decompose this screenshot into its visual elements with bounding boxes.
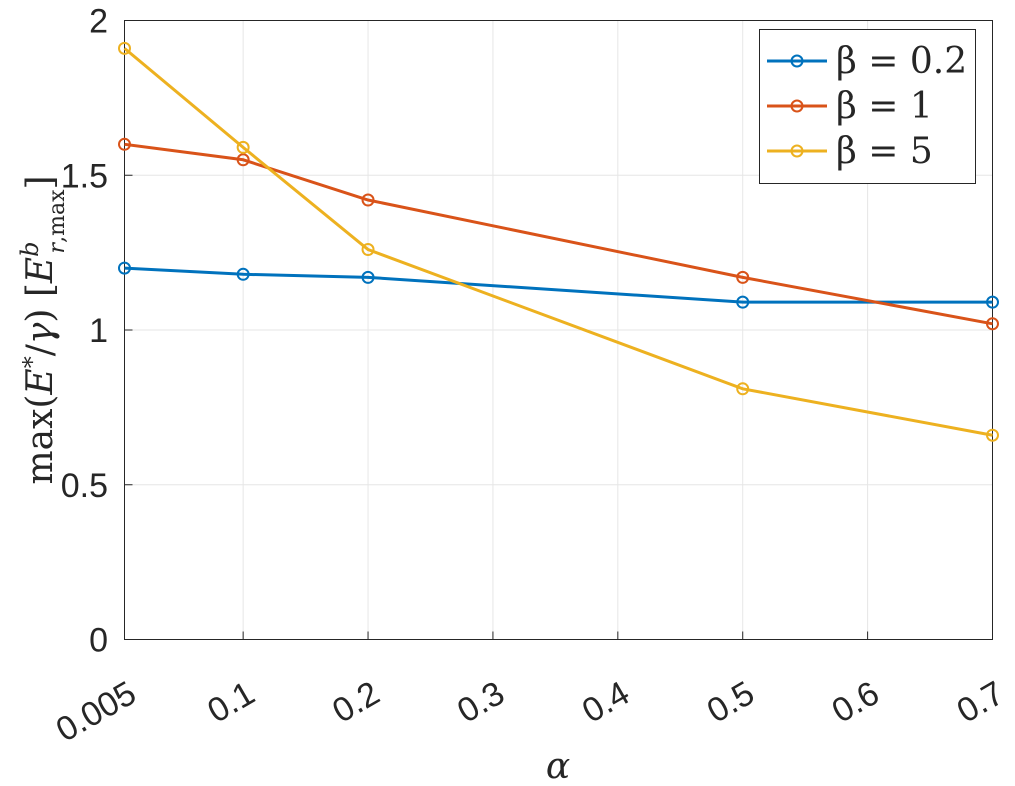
y-axis-ticks: 0 0.5 1 1.5 2 (61, 3, 133, 660)
x-tick-label: 0.6 (826, 674, 886, 731)
legend-label: β = 0.2 (836, 41, 967, 82)
data-point (986, 428, 999, 442)
x-tick-label: 0.2 (326, 674, 386, 731)
y-tick-label: 1.5 (61, 157, 108, 195)
series-line (123, 47, 993, 437)
legend-marker (790, 144, 804, 158)
y-tick-label: 0 (89, 622, 108, 660)
x-tick-label: 0.1 (201, 674, 261, 731)
data-point (736, 382, 750, 396)
legend: β = 0.2β = 1β = 5 (759, 29, 976, 184)
data-point (118, 41, 131, 55)
x-tick-label: 0.7 (951, 674, 1011, 731)
svg-text:max(E*/γ) [Ebr,max]: max(E*/γ) [Ebr,max] (16, 175, 70, 484)
data-point (236, 267, 250, 281)
y-tick-label: 1 (89, 312, 108, 350)
series-group (118, 41, 999, 442)
x-axis-ticks: 0.005 0.1 0.2 0.3 0.4 0.5 0.6 0.7 (50, 631, 1011, 749)
data-point (236, 153, 250, 167)
x-tick-label: 0.5 (701, 674, 761, 731)
legend-marker (790, 54, 804, 68)
series-line (124, 266, 993, 304)
x-tick-label: 0.3 (451, 674, 511, 731)
legend-label: β = 5 (836, 131, 933, 172)
x-tick-label: 0.4 (576, 674, 636, 731)
y-tick-label: 0.5 (61, 467, 108, 505)
data-point (118, 261, 131, 275)
data-point (236, 140, 250, 154)
data-point (986, 317, 999, 331)
data-point (736, 295, 750, 309)
data-point (986, 295, 999, 309)
data-point (118, 137, 131, 151)
x-tick-label: 0.005 (50, 674, 143, 749)
data-point (736, 270, 750, 284)
legend-marker (790, 99, 804, 113)
data-point (361, 243, 375, 257)
legend-label: β = 1 (836, 86, 933, 127)
series-line (124, 142, 993, 326)
data-point (361, 270, 375, 284)
y-axis-label: max(E*/γ) [Ebr,max] (16, 175, 70, 484)
data-point (361, 193, 375, 207)
y-tick-label: 2 (89, 3, 108, 41)
x-axis-label: α (546, 746, 570, 786)
